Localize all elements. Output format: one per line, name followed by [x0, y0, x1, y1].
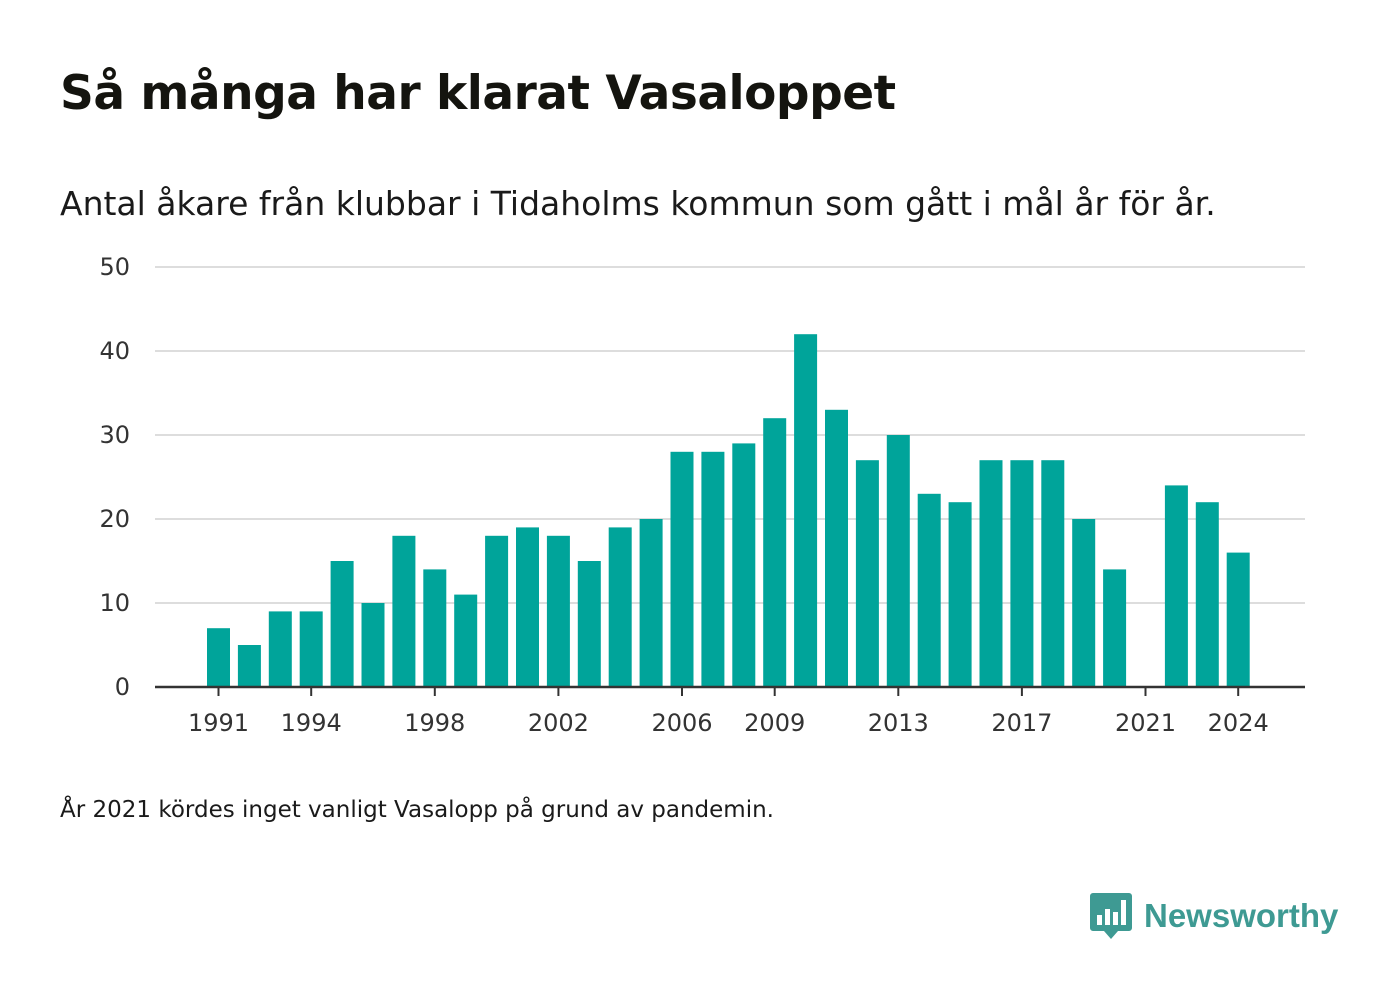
- gridlines: [155, 266, 1305, 604]
- bar-2016: [979, 460, 1003, 687]
- brand-name: Newsworthy: [1144, 897, 1339, 934]
- bar-2006: [670, 451, 694, 687]
- x-tick-label: 2002: [528, 709, 589, 737]
- brand-logo[interactable]: Newsworthy: [1090, 890, 1338, 942]
- y-tick-label: 50: [99, 253, 130, 281]
- bar-2011: [825, 409, 848, 687]
- x-axis-labels: 1991 1994 1998 2002 2006 2009 2013 2017 2021 2024: [188, 709, 1269, 737]
- bar-2012: [855, 460, 879, 687]
- y-tick-label: 40: [99, 337, 130, 365]
- y-tick-label: 10: [99, 589, 130, 617]
- bar-2020: [1103, 569, 1127, 687]
- bar-2000: [485, 535, 509, 687]
- bar-2008: [732, 443, 756, 687]
- y-tick-label: 20: [99, 505, 130, 533]
- x-tick-label: 1994: [281, 709, 342, 737]
- chart-subtitle: Antal åkare från klubbar i Tidaholms kom…: [60, 184, 1216, 223]
- bar-2004: [608, 527, 632, 687]
- bar-2009: [763, 418, 787, 687]
- x-tick-label: 2009: [744, 709, 805, 737]
- newsworthy-logo-icon: [1090, 893, 1132, 939]
- bar-2002: [546, 535, 570, 687]
- y-tick-label: 30: [99, 421, 130, 449]
- x-tick-label: 1991: [188, 709, 249, 737]
- bar-1999: [454, 594, 478, 687]
- bar-1991: [207, 628, 230, 687]
- bars: [207, 334, 1250, 687]
- bar-1997: [392, 535, 416, 687]
- bar-2013: [886, 435, 910, 687]
- bar-2022: [1164, 485, 1188, 687]
- bar-1995: [330, 561, 354, 687]
- bar-2010: [794, 334, 818, 687]
- bar-2015: [948, 502, 972, 687]
- bar-1994: [299, 611, 323, 687]
- bar-2018: [1041, 460, 1065, 687]
- footnote: År 2021 kördes inget vanligt Vasalopp på…: [60, 797, 774, 823]
- x-tick-label: 1998: [404, 709, 465, 737]
- x-tick-label: 2017: [991, 709, 1052, 737]
- bar-2001: [516, 527, 539, 687]
- bar-2017: [1010, 460, 1034, 687]
- x-axis-ticks: [217, 687, 1240, 696]
- bar-2007: [701, 451, 725, 687]
- bar-2014: [917, 493, 941, 687]
- bar-2023: [1195, 502, 1219, 687]
- bar-1992: [237, 645, 261, 687]
- bar-2019: [1072, 519, 1096, 687]
- bar-2005: [639, 519, 663, 687]
- y-tick-label: 0: [115, 673, 130, 701]
- bar-1998: [423, 569, 447, 687]
- bar-1996: [361, 603, 385, 687]
- x-tick-label: 2021: [1115, 709, 1176, 737]
- y-axis-labels: 0 10 20 30 40 50: [99, 253, 130, 701]
- bar-2024: [1226, 552, 1250, 687]
- bar-1993: [268, 611, 292, 687]
- chart-title: Så många har klarat Vasaloppet: [60, 66, 896, 121]
- bar-2003: [577, 561, 601, 687]
- x-tick-label: 2013: [868, 709, 929, 737]
- x-tick-label: 2024: [1208, 709, 1269, 737]
- x-tick-label: 2006: [651, 709, 712, 737]
- bar-chart: 0 10 20 30 40 50 1991 1994 1998 2002 2006 2009 2013…: [99, 253, 1305, 737]
